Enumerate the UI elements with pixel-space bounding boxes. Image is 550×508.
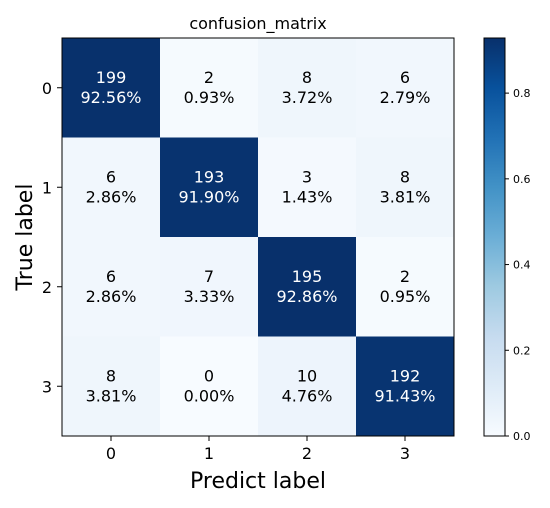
cell-percent-label: 2.86%: [86, 287, 137, 306]
cell-count-label: 6: [106, 167, 116, 186]
heatmap-cell: [62, 336, 161, 437]
heatmap-cell: [160, 38, 259, 138]
heatmap-cell: [356, 336, 455, 437]
cell-percent-label: 0.95%: [380, 287, 431, 306]
cell-percent-label: 3.81%: [380, 187, 431, 206]
cell-percent-label: 3.81%: [86, 386, 137, 405]
y-axis-ticks: 0 1 2 3: [42, 79, 62, 396]
heatmap-cell: [62, 237, 161, 337]
cell-count-label: 193: [194, 167, 225, 186]
y-axis-label: True label: [13, 184, 38, 292]
cell-count-label: 2: [400, 267, 410, 286]
heatmap-cell: [356, 137, 455, 238]
heatmap-cell: [258, 137, 357, 238]
cell-percent-label: 3.72%: [282, 88, 333, 107]
cell-percent-label: 4.76%: [282, 386, 333, 405]
colorbar-tick-label: 0.4: [513, 259, 531, 272]
cell-count-label: 3: [302, 167, 312, 186]
heatmap-cell: [160, 336, 259, 437]
cell-percent-label: 92.56%: [80, 88, 141, 107]
heatmap-cell: [258, 38, 357, 138]
cell-percent-label: 0.93%: [184, 88, 235, 107]
x-tick-label: 3: [400, 444, 410, 463]
cell-percent-label: 91.43%: [374, 386, 435, 405]
cell-count-label: 195: [292, 267, 323, 286]
heatmap-cell: [160, 137, 259, 238]
plot-frame: [61, 37, 455, 437]
cell-count-label: 192: [390, 366, 421, 385]
heatmap-cell: [258, 336, 357, 437]
heatmap-cell: [62, 137, 161, 238]
cell-count-label: 8: [106, 366, 116, 385]
colorbar-tick-label: 0.8: [513, 87, 531, 100]
colorbar-tick-label: 0.6: [513, 173, 531, 186]
y-tick-label: 0: [42, 79, 52, 98]
cell-count-label: 8: [400, 167, 410, 186]
x-tick-label: 1: [204, 444, 214, 463]
cell-count-label: 8: [302, 68, 312, 87]
heatmap-cell: [356, 38, 455, 138]
cell-count-label: 6: [400, 68, 410, 87]
cell-percent-label: 1.43%: [282, 187, 333, 206]
x-tick-label: 0: [106, 444, 116, 463]
heatmap-cells: 19992.56%20.93%83.72%62.79%62.86%19391.9…: [62, 38, 455, 437]
heatmap-cell: [62, 38, 161, 138]
colorbar: [483, 37, 506, 437]
colorbar-tick-label: 0.2: [513, 344, 531, 357]
chart-title: confusion_matrix: [189, 14, 326, 34]
cell-percent-label: 2.86%: [86, 187, 137, 206]
y-tick-label: 2: [42, 278, 52, 297]
cell-count-label: 10: [297, 366, 317, 385]
cell-percent-label: 0.00%: [184, 386, 235, 405]
heatmap-cell: [356, 237, 455, 337]
colorbar-tick-label: 0.0: [513, 430, 531, 443]
y-tick-label: 3: [42, 377, 52, 396]
cell-count-label: 7: [204, 267, 214, 286]
cell-percent-label: 91.90%: [178, 187, 239, 206]
heatmap-cell: [160, 237, 259, 337]
cell-count-label: 6: [106, 267, 116, 286]
x-tick-label: 2: [302, 444, 312, 463]
cell-count-label: 2: [204, 68, 214, 87]
cell-percent-label: 92.86%: [276, 287, 337, 306]
cell-count-label: 199: [96, 68, 127, 87]
colorbar-ticks: 0.0 0.2 0.4 0.6 0.8: [505, 87, 531, 443]
cell-percent-label: 3.33%: [184, 287, 235, 306]
cell-percent-label: 2.79%: [380, 88, 431, 107]
heatmap-cell: [258, 237, 357, 337]
x-axis-label: Predict label: [190, 469, 326, 494]
y-tick-label: 1: [42, 178, 52, 197]
cell-count-label: 0: [204, 366, 214, 385]
x-axis-ticks: 0 1 2 3: [106, 436, 410, 463]
